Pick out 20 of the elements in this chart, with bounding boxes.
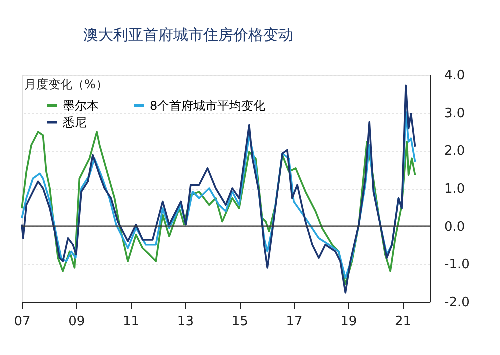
y-tick-label: 0.0	[444, 220, 466, 235]
x-tick-label: 15	[232, 314, 248, 330]
x-tick-label: 21	[395, 314, 412, 330]
x-tick-label: 13	[177, 314, 194, 330]
x-tick-label: 17	[286, 314, 303, 330]
y-tick-label: 4.0	[444, 68, 466, 84]
chart-title: 澳大利亚首府城市住房价格变动	[84, 26, 294, 44]
legend-label: 墨尔本	[63, 98, 99, 113]
x-tick-label: 11	[123, 314, 140, 330]
legend-label: 悉尼	[62, 116, 87, 130]
y-tick-label: 2.0	[444, 144, 466, 160]
y-axis-title: 月度变化（%）	[24, 78, 108, 92]
y-tick-label: -2.0	[444, 296, 470, 310]
x-tick-label: 09	[68, 314, 86, 330]
y-tick-label: 1.0	[444, 182, 466, 197]
x-tick-label: 19	[340, 314, 358, 330]
x-tick-label: 07	[14, 314, 31, 330]
y-tick-label: -1.0	[444, 258, 470, 273]
y-tick-label: 3.0	[444, 106, 466, 122]
legend-label: 8个首府城市平均变化	[150, 98, 266, 113]
